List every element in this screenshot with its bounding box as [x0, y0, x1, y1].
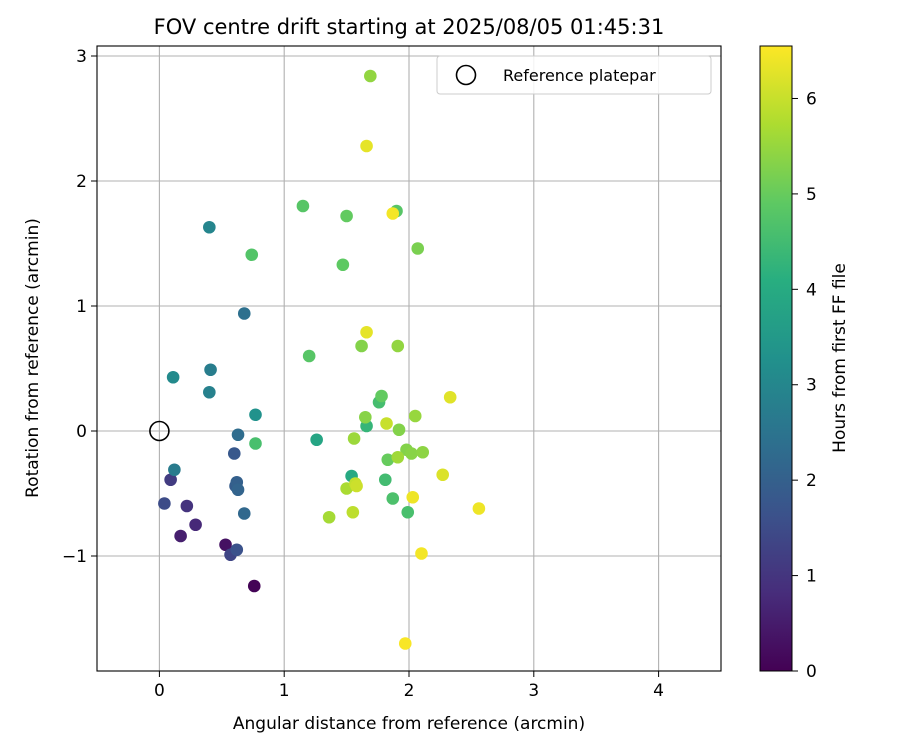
colorbar-tick-label: 0 — [806, 662, 817, 682]
data-point — [158, 497, 171, 510]
data-point — [405, 447, 418, 460]
legend-reference-marker — [455, 64, 477, 86]
colorbar-tick-label: 6 — [806, 89, 817, 109]
data-point — [310, 433, 323, 447]
data-point — [247, 579, 261, 593]
reference-layer — [149, 420, 170, 442]
data-point — [164, 473, 177, 487]
data-point — [386, 492, 400, 505]
data-point — [249, 437, 262, 450]
data-point — [350, 479, 363, 493]
data-point — [203, 220, 216, 234]
x-axis-ticks: 0 1 2 3 4 — [154, 671, 664, 701]
data-point — [364, 69, 377, 83]
data-point — [401, 505, 415, 519]
data-point — [346, 505, 360, 519]
data-point — [174, 529, 187, 543]
data-point — [472, 502, 486, 515]
colorbar-label: Hours from first FF file — [830, 263, 850, 453]
data-point — [166, 370, 180, 384]
y-axis-label: Rotation from reference (arcmin) — [23, 218, 43, 498]
data-point — [231, 483, 245, 497]
y-tick-label: 2 — [76, 172, 87, 192]
data-point — [249, 408, 262, 422]
y-tick-label: 0 — [76, 422, 87, 442]
data-point — [347, 432, 361, 445]
legend-box — [436, 55, 712, 95]
data-point — [443, 390, 457, 404]
data-point — [245, 248, 259, 262]
data-point — [322, 510, 336, 524]
data-point — [436, 468, 449, 482]
data-point — [391, 450, 405, 464]
data-point — [336, 258, 350, 272]
data-point — [227, 447, 241, 460]
x-axis-label: Angular distance from reference (arcmin) — [233, 714, 585, 734]
colorbar-tick-label: 5 — [806, 185, 817, 205]
data-point — [355, 339, 368, 353]
colorbar-tick-label: 1 — [806, 567, 817, 587]
colorbar-tick-label: 2 — [806, 471, 817, 491]
data-point — [408, 409, 422, 423]
x-tick-label: 2 — [404, 681, 415, 701]
data-point — [406, 490, 420, 504]
data-point — [415, 547, 428, 560]
data-point — [340, 209, 353, 223]
data-point — [381, 453, 395, 467]
data-point — [231, 428, 245, 442]
y-tick-label: 3 — [76, 47, 87, 67]
data-point — [360, 325, 373, 339]
data-point — [180, 499, 194, 513]
x-tick-label: 1 — [279, 681, 290, 701]
data-point — [189, 518, 202, 532]
y-axis-ticks: −1 0 1 2 3 — [62, 47, 97, 567]
colorbar-tick-label: 4 — [806, 280, 817, 300]
data-point — [392, 423, 406, 437]
data-point — [416, 445, 430, 459]
data-point — [237, 507, 251, 520]
data-point — [219, 538, 232, 552]
colorbar-tick-label: 3 — [806, 376, 817, 396]
y-tick-label: −1 — [62, 547, 87, 567]
data-point — [411, 242, 425, 255]
x-tick-label: 3 — [528, 681, 539, 701]
colorbar: 0 1 2 3 4 5 6 Hours from first FF file — [759, 45, 850, 682]
data-point — [230, 543, 244, 557]
y-tick-label: 1 — [76, 297, 87, 317]
data-point — [380, 417, 393, 430]
data-point — [237, 307, 251, 320]
legend: Reference platepar — [436, 55, 712, 95]
x-tick-label: 0 — [154, 681, 165, 701]
colorbar-ticks: 0 1 2 3 4 5 6 — [792, 89, 817, 682]
data-point — [359, 410, 372, 424]
data-points — [158, 69, 486, 650]
data-point — [375, 389, 388, 403]
data-point — [203, 385, 216, 399]
x-tick-label: 4 — [653, 681, 664, 701]
legend-reference-label: Reference platepar — [503, 66, 656, 85]
data-point — [386, 207, 400, 220]
data-point — [296, 199, 310, 213]
data-point — [204, 363, 217, 377]
reference-platepar-marker — [149, 420, 170, 442]
colorbar-gradient — [759, 45, 793, 672]
data-point — [302, 349, 316, 363]
data-point — [398, 637, 412, 650]
data-point — [168, 463, 181, 477]
data-point — [360, 139, 373, 153]
data-point — [391, 339, 405, 353]
data-point — [378, 473, 392, 487]
chart-title: FOV centre drift starting at 2025/08/05 … — [154, 15, 665, 39]
